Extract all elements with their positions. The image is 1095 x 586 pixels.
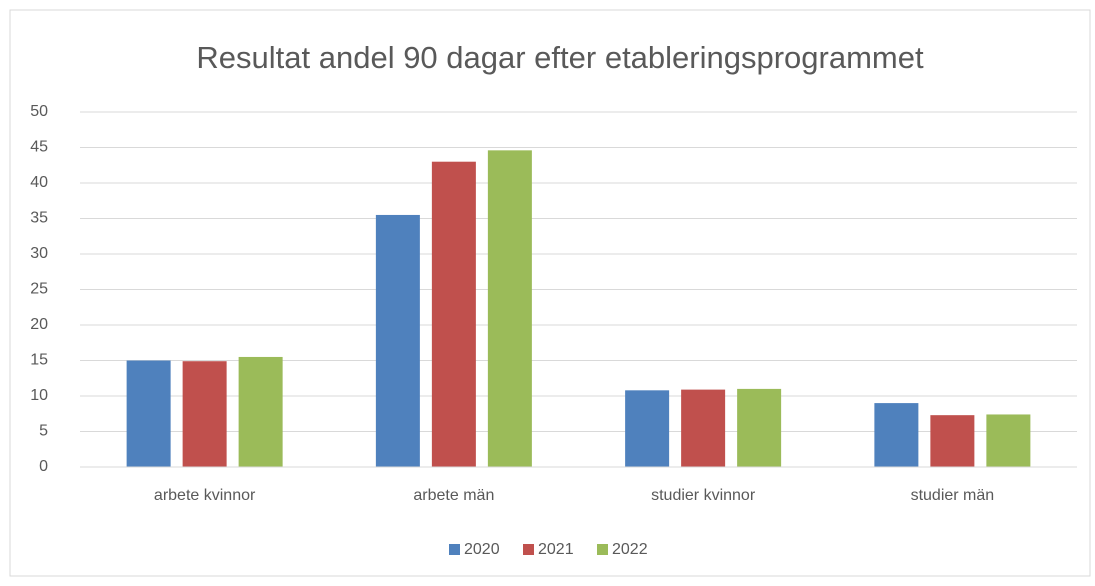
bar — [182, 361, 227, 467]
y-tick-label: 10 — [30, 387, 48, 404]
y-tick-label: 35 — [30, 210, 48, 227]
legend-label: 2020 — [464, 541, 500, 558]
y-tick-label: 45 — [30, 139, 48, 156]
y-tick-label: 0 — [39, 458, 48, 475]
x-tick-label: studier män — [911, 487, 995, 504]
bar — [681, 389, 726, 467]
y-tick-label: 20 — [30, 316, 48, 333]
bar — [625, 390, 670, 467]
bar — [487, 150, 532, 467]
chart-title: Resultat andel 90 dagar efter etablering… — [196, 40, 924, 75]
bar — [431, 161, 476, 467]
x-tick-label: arbete kvinnor — [154, 487, 256, 504]
bar — [126, 360, 171, 467]
y-tick-label: 50 — [30, 103, 48, 120]
bar — [737, 388, 782, 467]
legend-swatch — [449, 544, 460, 555]
y-tick-label: 15 — [30, 352, 48, 369]
legend-swatch — [597, 544, 608, 555]
y-tick-label: 30 — [30, 245, 48, 262]
bar — [930, 415, 975, 467]
legend-label: 2021 — [538, 541, 574, 558]
legend-swatch — [523, 544, 534, 555]
y-tick-label: 5 — [39, 423, 48, 440]
bar — [986, 414, 1031, 467]
bar — [375, 214, 420, 467]
bar — [238, 356, 283, 467]
x-tick-label: studier kvinnor — [651, 487, 756, 504]
bar — [874, 403, 919, 467]
chart-border — [9, 9, 1091, 577]
x-tick-label: arbete män — [413, 487, 494, 504]
legend-label: 2022 — [612, 541, 648, 558]
y-tick-label: 40 — [30, 174, 48, 191]
y-tick-label: 25 — [30, 281, 48, 298]
